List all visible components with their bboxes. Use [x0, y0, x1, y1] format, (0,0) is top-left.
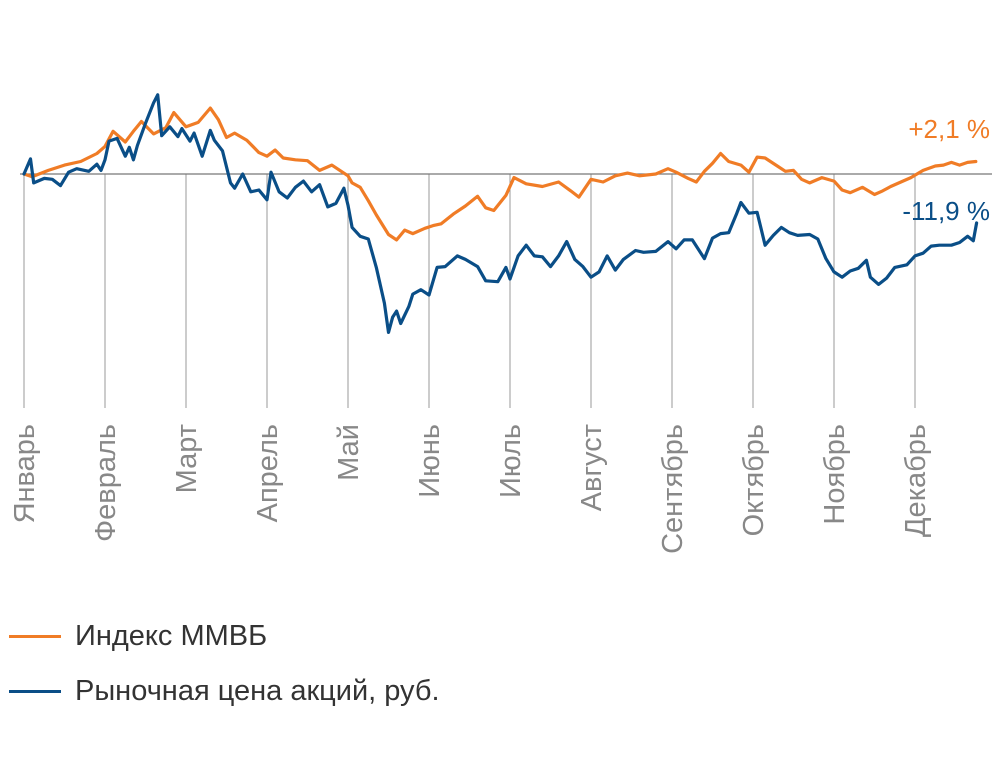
x-tick-label: Декабрь: [900, 424, 932, 537]
series-end-label: +2,1 %: [908, 114, 990, 144]
legend-swatch-index: [9, 635, 61, 638]
x-tick-label: Ноябрь: [819, 424, 851, 525]
x-tick-label: Апрель: [252, 424, 284, 522]
end-labels: +2,1 % -11,9 %: [902, 114, 990, 226]
legend-label-index: Индекс ММВБ: [75, 620, 268, 652]
legend-item-share-price: Рыночная цена акций, руб.: [0, 675, 440, 708]
series-lines: [22, 93, 979, 334]
x-tick-label: Март: [171, 424, 203, 493]
x-tick-label: Май: [333, 424, 365, 481]
x-tick-label: Август: [576, 424, 608, 511]
legend-item-index: Индекс ММВБ: [0, 620, 267, 653]
series-end-label: -11,9 %: [902, 196, 990, 226]
gridlines: [23, 174, 916, 408]
chart-svg: Январь Февраль Март Апрель Май Июнь Июль Август…: [9, 93, 992, 554]
legend: Индекс ММВБ Рыночная цена акций, руб.: [0, 600, 999, 768]
x-tick-label: Октябрь: [738, 424, 770, 536]
month-labels: Январь Февраль Март Апрель Май Июнь Июль Август…: [9, 424, 932, 554]
series-line-1: [22, 93, 979, 334]
x-tick-label: Сентябрь: [657, 424, 689, 554]
x-tick-label: Июль: [495, 424, 527, 498]
chart: Январь Февраль Март Апрель Май Июнь Июль Август…: [9, 93, 992, 554]
x-tick-label: Январь: [9, 424, 41, 523]
x-tick-label: Февраль: [90, 424, 122, 542]
x-tick-label: Июнь: [414, 424, 446, 498]
series-line-0: [22, 106, 978, 242]
legend-swatch-share-price: [9, 690, 61, 693]
legend-label-share-price: Рыночная цена акций, руб.: [75, 675, 440, 707]
